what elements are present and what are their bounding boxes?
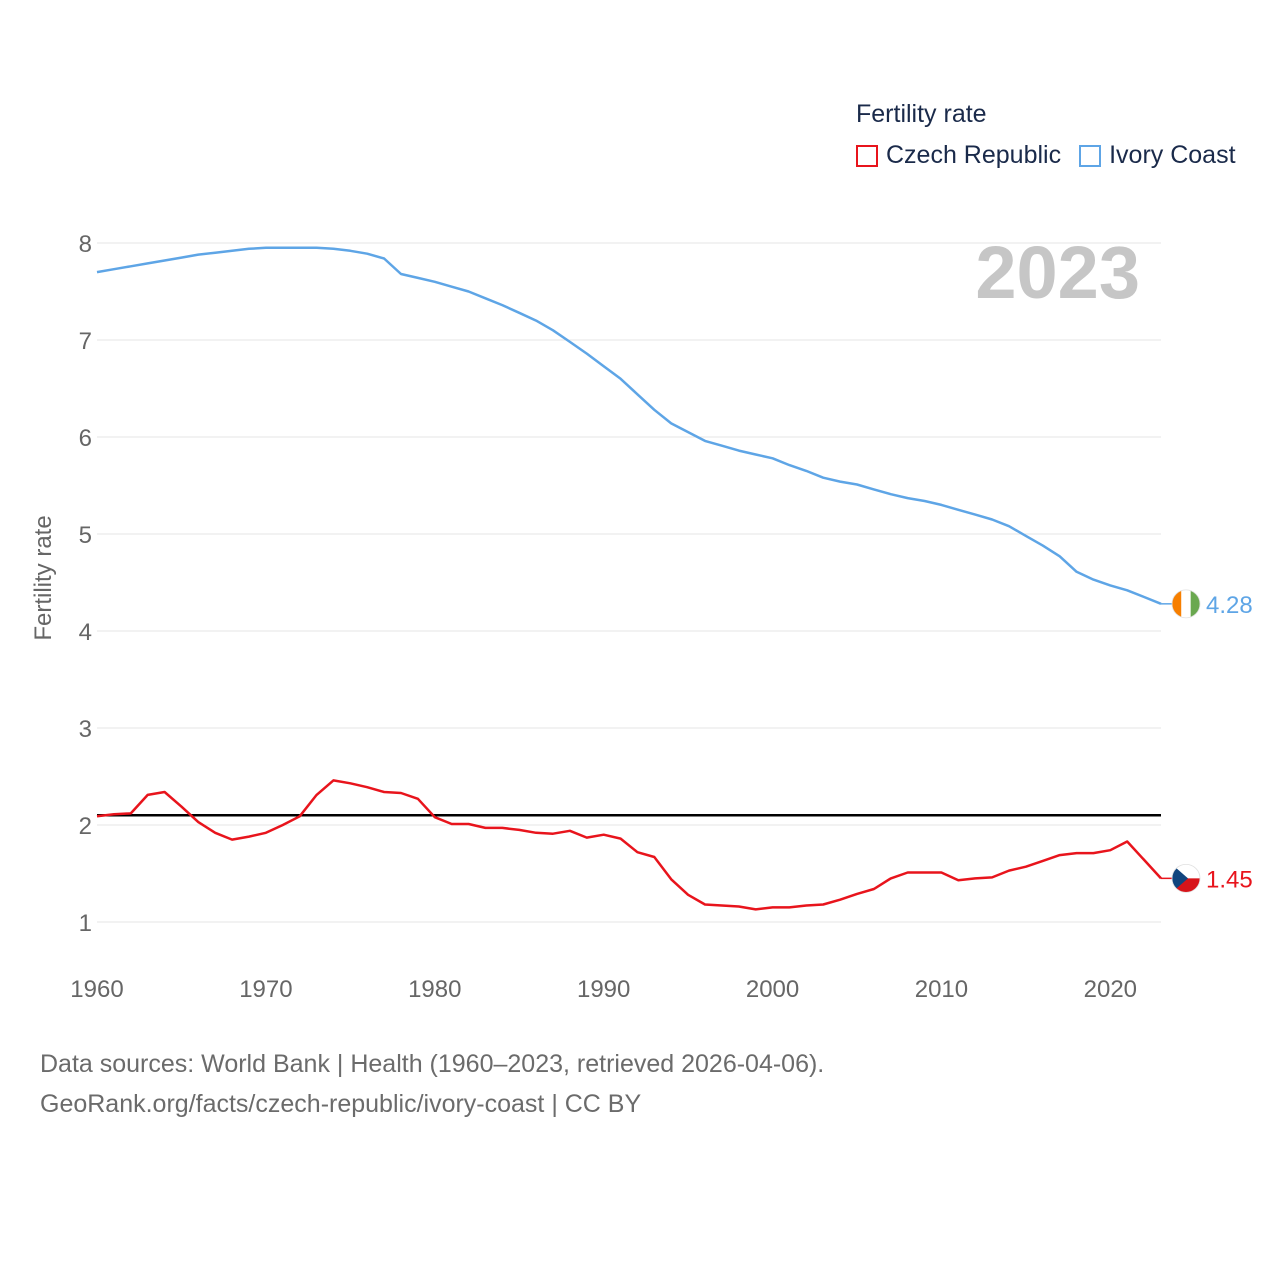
legend-label-ivory-coast: Ivory Coast bbox=[1109, 141, 1236, 169]
legend-label-czech-republic: Czech Republic bbox=[886, 141, 1062, 169]
y-tick-label: 7 bbox=[79, 328, 92, 355]
series-line-ivory-coast[interactable] bbox=[96, 246, 1162, 605]
source-line-1: Data sources: World Bank | Health (1960–… bbox=[40, 1050, 825, 1078]
end-value-label-czech-republic: 1.45 bbox=[1206, 866, 1253, 893]
y-tick-label: 3 bbox=[79, 716, 92, 743]
source-line-2[interactable]: GeoRank.org/facts/czech-republic/ivory-c… bbox=[40, 1090, 642, 1118]
flag-ivory-coast-icon bbox=[1172, 589, 1200, 618]
x-tick-label: 2000 bbox=[746, 976, 799, 1003]
x-tick-label: 1970 bbox=[239, 976, 292, 1003]
x-tick-label: 2010 bbox=[915, 976, 968, 1003]
y-tick-label: 2 bbox=[79, 813, 92, 840]
legend-swatch-czech-republic bbox=[856, 144, 878, 167]
y-axis-title: Fertility rate bbox=[30, 515, 57, 640]
y-tick-label: 8 bbox=[79, 231, 92, 258]
legend-item-ivory-coast[interactable]: Ivory Coast bbox=[1079, 141, 1236, 170]
y-tick-label: 4 bbox=[79, 619, 92, 646]
legend-item-czech-republic[interactable]: Czech Republic bbox=[856, 141, 1061, 170]
x-tick-label: 2020 bbox=[1084, 976, 1137, 1003]
legend: Fertility rate Czech Republic Ivory Coas… bbox=[856, 100, 1254, 170]
y-tick-label: 5 bbox=[79, 522, 92, 549]
source-note: Data sources: World Bank | Health (1960–… bbox=[40, 1044, 824, 1124]
legend-swatch-ivory-coast bbox=[1079, 144, 1102, 167]
year-watermark: 2023 bbox=[975, 231, 1140, 314]
x-tick-label: 1990 bbox=[577, 976, 630, 1003]
y-tick-label: 6 bbox=[79, 425, 92, 452]
x-tick-label: 1980 bbox=[408, 976, 461, 1003]
y-tick-label: 1 bbox=[79, 910, 92, 937]
end-value-label-ivory-coast: 4.28 bbox=[1206, 592, 1253, 619]
x-tick-label: 1960 bbox=[70, 976, 123, 1003]
flag-czech-republic-icon bbox=[1172, 864, 1200, 893]
series-line-czech-republic[interactable] bbox=[96, 779, 1162, 911]
legend-title: Fertility rate bbox=[856, 100, 987, 128]
